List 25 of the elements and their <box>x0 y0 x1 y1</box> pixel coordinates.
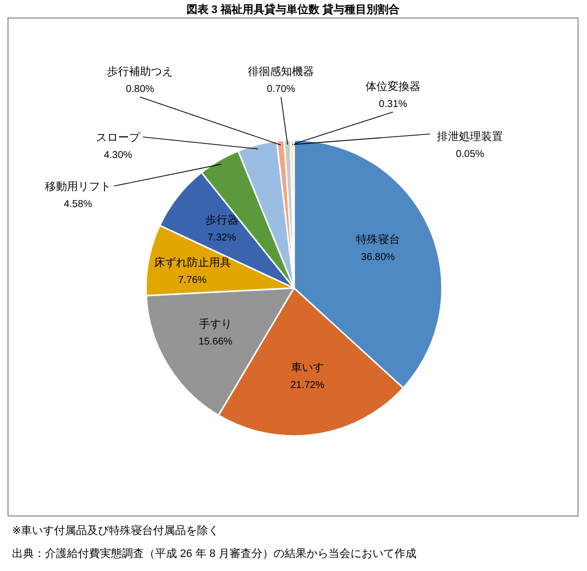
data-label: 4.58% <box>64 199 92 210</box>
data-label: 0.80% <box>126 84 154 95</box>
data-label: 21.72% <box>290 380 325 391</box>
data-label: 7.32% <box>208 232 236 244</box>
slice-label: 歩行器 <box>205 213 238 226</box>
text: ※車いす付属品及び特殊寝台付属品を除く <box>12 524 220 537</box>
data-label: 4.30% <box>104 150 132 161</box>
data-label: 7.76% <box>178 275 207 286</box>
slice-label: 車いす <box>290 360 324 374</box>
slice-label: 排泄処理装置 <box>437 130 503 143</box>
slice-label: スロープ <box>96 131 141 144</box>
data-label: 0.31% <box>378 99 408 110</box>
source-note: 出典：介護給付費実態調査（平成 26 年 8 月審査分）の結果から当会において作成 <box>12 547 417 560</box>
slice-label: 歩行補助つえ <box>107 65 173 78</box>
chart-title: 図表 3 福祉用具貸与単位数 貸与種目別割合 <box>186 3 401 16</box>
slice-label: 徘徊感知機器 <box>248 65 314 78</box>
data-label: 0.70% <box>266 84 296 95</box>
data-label: 36.80% <box>361 252 396 264</box>
slice-label: 特殊寝台 <box>356 233 400 246</box>
slice-label: 移動用リフト <box>45 181 111 193</box>
slice-label: 手すり <box>198 317 232 330</box>
data-label: 0.05% <box>456 149 484 160</box>
data-label: 15.66% <box>198 336 233 348</box>
slice-label: 体位変換器 <box>366 80 420 93</box>
slice-label: 床ずれ防止用具 <box>154 256 231 270</box>
